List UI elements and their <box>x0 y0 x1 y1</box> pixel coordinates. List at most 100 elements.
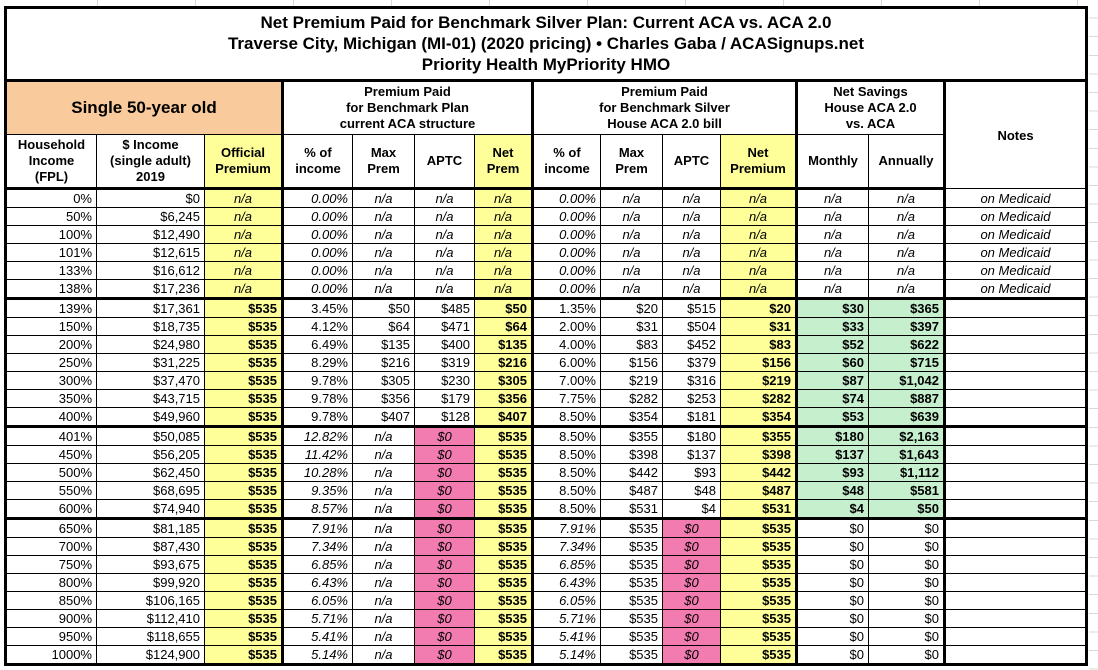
cell-fpl[interactable]: 700% <box>5 537 97 556</box>
cell-aca-net-prem[interactable]: $535 <box>474 627 533 646</box>
cell-official-premium[interactable]: n/a <box>204 207 283 226</box>
cell-aca-net-prem[interactable]: $535 <box>474 591 533 610</box>
group-header-house-aca2[interactable]: Premium Paid for Benchmark Silver House … <box>531 80 797 135</box>
cell-house-net-premium[interactable]: $535 <box>720 555 797 574</box>
cell-house-aptc[interactable]: n/a <box>662 207 721 226</box>
cell-aca-net-prem[interactable]: $50 <box>474 297 533 318</box>
cell-house-max-prem[interactable]: n/a <box>600 243 663 262</box>
cell-savings-annually[interactable]: n/a <box>868 243 945 262</box>
cell-aca-pct-income[interactable]: 11.42% <box>281 445 353 464</box>
cell-official-premium[interactable]: $535 <box>204 389 283 408</box>
cell-savings-annually[interactable]: $365 <box>868 297 945 318</box>
cell-house-pct-income[interactable]: 0.00% <box>531 243 601 262</box>
cell-aca-net-prem[interactable]: $535 <box>474 573 533 592</box>
cell-income[interactable]: $37,470 <box>96 371 205 390</box>
cell-official-premium[interactable]: $535 <box>204 335 283 354</box>
cell-fpl[interactable]: 0% <box>5 188 97 208</box>
cell-aca-aptc[interactable]: $0 <box>414 481 475 500</box>
cell-savings-monthly[interactable]: n/a <box>795 207 869 226</box>
cell-income[interactable]: $0 <box>96 188 205 208</box>
cell-aca-aptc[interactable]: n/a <box>414 188 475 208</box>
cell-aca-pct-income[interactable]: 8.57% <box>281 499 353 519</box>
cell-aca-pct-income[interactable]: 7.91% <box>281 517 353 538</box>
cell-aca-aptc[interactable]: $471 <box>414 317 475 336</box>
cell-savings-annually[interactable]: $0 <box>868 517 945 538</box>
cell-official-premium[interactable]: $535 <box>204 371 283 390</box>
cell-house-max-prem[interactable]: $487 <box>600 481 663 500</box>
cell-house-pct-income[interactable]: 6.00% <box>531 353 601 372</box>
cell-aca-pct-income[interactable]: 0.00% <box>281 188 353 208</box>
cell-aca-net-prem[interactable]: $64 <box>474 317 533 336</box>
cell-house-max-prem[interactable]: $535 <box>600 573 663 592</box>
cell-savings-annually[interactable]: $1,112 <box>868 463 945 482</box>
cell-house-net-premium[interactable]: $535 <box>720 517 797 538</box>
cell-savings-monthly[interactable]: n/a <box>795 188 869 208</box>
cell-income[interactable]: $12,615 <box>96 243 205 262</box>
cell-house-max-prem[interactable]: $531 <box>600 499 663 519</box>
cell-aca-max-prem[interactable]: n/a <box>352 537 415 556</box>
cell-savings-monthly[interactable]: $33 <box>795 317 869 336</box>
cell-aca-aptc[interactable]: n/a <box>414 279 475 299</box>
cell-official-premium[interactable]: $535 <box>204 517 283 538</box>
cell-house-pct-income[interactable]: 8.50% <box>531 407 601 427</box>
cell-aca-net-prem[interactable]: n/a <box>474 243 533 262</box>
column-header-house-max-prem[interactable]: Max Prem <box>600 134 663 190</box>
cell-aca-pct-income[interactable]: 6.43% <box>281 573 353 592</box>
cell-notes[interactable] <box>943 317 1087 336</box>
cell-house-pct-income[interactable]: 6.85% <box>531 555 601 574</box>
cell-house-net-premium[interactable]: $535 <box>720 537 797 556</box>
cell-income[interactable]: $18,735 <box>96 317 205 336</box>
cell-savings-monthly[interactable]: $137 <box>795 445 869 464</box>
cell-house-net-premium[interactable]: $531 <box>720 499 797 519</box>
cell-notes[interactable]: on Medicaid <box>943 225 1087 244</box>
cell-house-pct-income[interactable]: 8.50% <box>531 463 601 482</box>
cell-house-aptc[interactable]: n/a <box>662 243 721 262</box>
cell-notes[interactable] <box>943 297 1087 318</box>
cell-house-max-prem[interactable]: $219 <box>600 371 663 390</box>
cell-notes[interactable] <box>943 389 1087 408</box>
cell-aca-net-prem[interactable]: $535 <box>474 555 533 574</box>
cell-income[interactable]: $49,960 <box>96 407 205 427</box>
cell-aca-aptc[interactable]: $0 <box>414 499 475 519</box>
cell-fpl[interactable]: 200% <box>5 335 97 354</box>
cell-house-max-prem[interactable]: n/a <box>600 225 663 244</box>
cell-aca-net-prem[interactable]: n/a <box>474 207 533 226</box>
cell-house-aptc[interactable]: n/a <box>662 279 721 299</box>
cell-house-aptc[interactable]: $0 <box>662 591 721 610</box>
cell-aca-max-prem[interactable]: n/a <box>352 225 415 244</box>
cell-house-max-prem[interactable]: $535 <box>600 627 663 646</box>
cell-house-aptc[interactable]: $0 <box>662 573 721 592</box>
cell-house-max-prem[interactable]: n/a <box>600 207 663 226</box>
cell-house-pct-income[interactable]: 8.50% <box>531 425 601 446</box>
cell-house-aptc[interactable]: $0 <box>662 627 721 646</box>
cell-aca-pct-income[interactable]: 0.00% <box>281 279 353 299</box>
cell-notes[interactable] <box>943 517 1087 538</box>
cell-aca-aptc[interactable]: $0 <box>414 463 475 482</box>
cell-aca-aptc[interactable]: $0 <box>414 609 475 628</box>
cell-house-net-premium[interactable]: $31 <box>720 317 797 336</box>
cell-fpl[interactable]: 400% <box>5 407 97 427</box>
cell-official-premium[interactable]: $535 <box>204 407 283 427</box>
cell-notes[interactable] <box>943 481 1087 500</box>
cell-house-max-prem[interactable]: n/a <box>600 261 663 280</box>
cell-notes[interactable] <box>943 407 1087 427</box>
cell-house-net-premium[interactable]: $156 <box>720 353 797 372</box>
cell-house-net-premium[interactable]: $83 <box>720 335 797 354</box>
column-header-savings-monthly[interactable]: Monthly <box>795 134 869 190</box>
cell-house-pct-income[interactable]: 0.00% <box>531 279 601 299</box>
cell-house-max-prem[interactable]: $535 <box>600 537 663 556</box>
cell-official-premium[interactable]: n/a <box>204 261 283 280</box>
cell-aca-max-prem[interactable]: n/a <box>352 425 415 446</box>
group-header-net-savings[interactable]: Net Savings House ACA 2.0 vs. ACA <box>795 80 945 135</box>
cell-fpl[interactable]: 401% <box>5 425 97 446</box>
cell-aca-max-prem[interactable]: $216 <box>352 353 415 372</box>
cell-house-pct-income[interactable]: 2.00% <box>531 317 601 336</box>
cell-income[interactable]: $56,205 <box>96 445 205 464</box>
cell-aca-aptc[interactable]: $230 <box>414 371 475 390</box>
cell-aca-pct-income[interactable]: 6.49% <box>281 335 353 354</box>
cell-aca-max-prem[interactable]: n/a <box>352 261 415 280</box>
cell-fpl[interactable]: 950% <box>5 627 97 646</box>
cell-savings-annually[interactable]: $622 <box>868 335 945 354</box>
cell-savings-monthly[interactable]: n/a <box>795 225 869 244</box>
cell-savings-annually[interactable]: $0 <box>868 609 945 628</box>
